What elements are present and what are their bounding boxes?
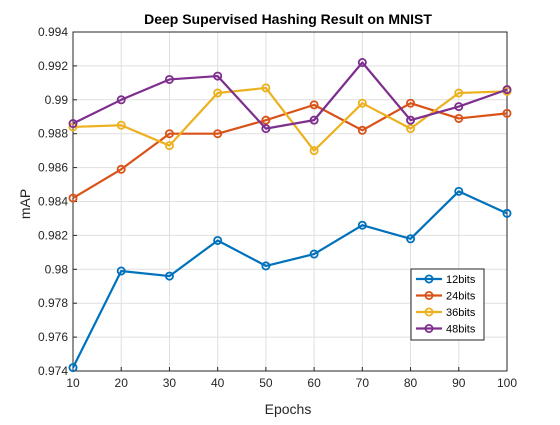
legend-label: 12bits	[446, 274, 476, 286]
data-point	[213, 71, 223, 81]
legend-item: 12bits	[416, 274, 476, 286]
data-point	[261, 124, 271, 134]
data-point	[213, 129, 223, 139]
series-line	[72, 190, 508, 369]
legend-marker	[424, 323, 434, 333]
x-tick-label: 60	[307, 376, 321, 390]
data-point	[164, 74, 174, 84]
data-point	[309, 115, 319, 125]
x-tick-label: 40	[211, 376, 225, 390]
data-point	[68, 119, 78, 129]
y-tick-label: 0.994	[38, 25, 68, 39]
series-line	[72, 86, 508, 152]
data-point	[261, 261, 271, 271]
legend-label: 24bits	[446, 291, 476, 303]
data-point	[309, 249, 319, 259]
x-tick-label: 70	[356, 376, 370, 390]
data-point	[454, 102, 464, 112]
series-48bits	[68, 58, 512, 134]
y-tick-label: 0.99	[45, 93, 69, 107]
legend-label: 48bits	[446, 324, 476, 336]
series-12bits	[68, 186, 512, 373]
legend: 12bits 24bits 36bits 48bits	[410, 268, 485, 341]
y-tick-label: 0.988	[38, 127, 68, 141]
data-point	[502, 208, 512, 218]
x-tick-label: 20	[115, 376, 129, 390]
data-point	[502, 85, 512, 95]
data-point	[164, 141, 174, 151]
data-point	[406, 124, 416, 134]
legend-item: 48bits	[416, 324, 476, 336]
series-line	[72, 61, 508, 130]
data-point	[357, 98, 367, 108]
legend-label: 36bits	[446, 307, 476, 319]
y-tick-label: 0.986	[38, 161, 68, 175]
y-tick-label: 0.976	[38, 330, 68, 344]
y-tick-label: 0.982	[38, 228, 68, 242]
data-point	[261, 115, 271, 125]
legend-item: 36bits	[416, 307, 476, 319]
y-axis-label: mAP	[17, 189, 33, 219]
x-tick-label: 100	[497, 376, 517, 390]
data-point	[454, 113, 464, 123]
data-point	[213, 88, 223, 98]
x-tick-label: 50	[259, 376, 273, 390]
data-point	[116, 95, 126, 105]
data-point	[116, 164, 126, 174]
data-point	[68, 363, 78, 373]
y-tick-label: 0.974	[38, 364, 68, 378]
data-point	[357, 58, 367, 68]
legend-marker	[424, 307, 434, 317]
data-point	[164, 129, 174, 139]
data-point	[213, 235, 223, 245]
data-point	[454, 88, 464, 98]
data-point	[357, 125, 367, 135]
chart-title: Deep Supervised Hashing Result on MNIST	[144, 11, 432, 27]
x-tick-label: 30	[163, 376, 177, 390]
y-tick-label: 0.98	[45, 262, 69, 276]
x-tick-label: 90	[452, 376, 466, 390]
data-point	[406, 98, 416, 108]
data-point	[502, 108, 512, 118]
series-lines	[68, 58, 512, 373]
data-point	[309, 100, 319, 110]
y-tick-label: 0.992	[38, 59, 68, 73]
legend-item: 24bits	[416, 291, 476, 303]
data-point	[116, 266, 126, 276]
data-point	[454, 186, 464, 196]
data-point	[261, 83, 271, 93]
x-tick-label: 80	[404, 376, 418, 390]
data-point	[116, 120, 126, 130]
data-point	[68, 193, 78, 203]
data-point	[406, 115, 416, 125]
x-axis-label: Epochs	[265, 401, 312, 417]
axis-ticks: 10 20 30 40 50 60 70 80 90 100 0.974 0.976 0.978 0.98…	[38, 25, 517, 390]
y-tick-label: 0.978	[38, 296, 68, 310]
legend-marker	[424, 290, 434, 300]
y-tick-label: 0.984	[38, 195, 68, 209]
data-point	[309, 146, 319, 156]
legend-marker	[424, 274, 434, 284]
data-point	[164, 271, 174, 281]
x-tick-label: 10	[66, 376, 80, 390]
data-point	[406, 234, 416, 244]
data-point	[357, 220, 367, 230]
